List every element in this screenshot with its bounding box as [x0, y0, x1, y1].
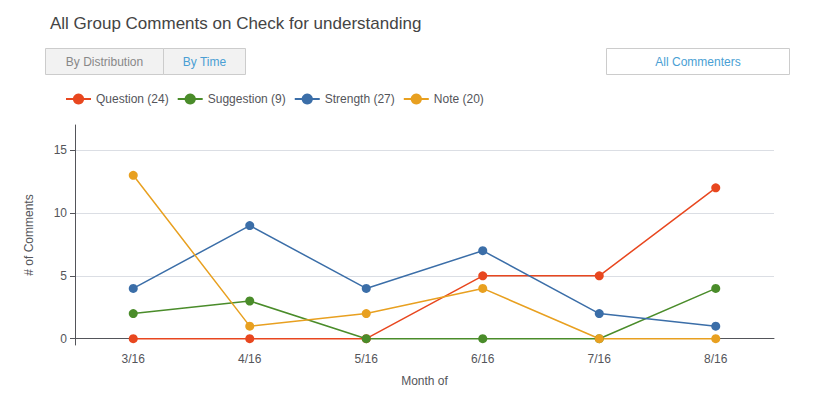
- svg-text:7/16: 7/16: [588, 352, 612, 366]
- svg-text:Month of: Month of: [401, 374, 448, 388]
- svg-text:6/16: 6/16: [471, 352, 495, 366]
- svg-text:Strength (27): Strength (27): [325, 92, 395, 106]
- svg-text:# of Comments: # of Comments: [22, 194, 36, 275]
- svg-text:All Commenters: All Commenters: [655, 55, 740, 69]
- svg-text:5: 5: [60, 269, 67, 283]
- svg-text:8/16: 8/16: [704, 352, 728, 366]
- svg-text:Note (20): Note (20): [434, 92, 484, 106]
- svg-text:By Distribution: By Distribution: [66, 55, 143, 69]
- svg-text:15: 15: [54, 143, 68, 157]
- svg-text:Question (24): Question (24): [96, 92, 169, 106]
- svg-text:5/16: 5/16: [355, 352, 379, 366]
- svg-text:4/16: 4/16: [238, 352, 262, 366]
- svg-text:By Time: By Time: [183, 55, 227, 69]
- svg-text:All Group Comments on Check fo: All Group Comments on Check for understa…: [50, 14, 421, 33]
- svg-text:Suggestion (9): Suggestion (9): [208, 92, 286, 106]
- svg-text:10: 10: [54, 206, 68, 220]
- svg-text:3/16: 3/16: [122, 352, 146, 366]
- svg-text:0: 0: [60, 332, 67, 346]
